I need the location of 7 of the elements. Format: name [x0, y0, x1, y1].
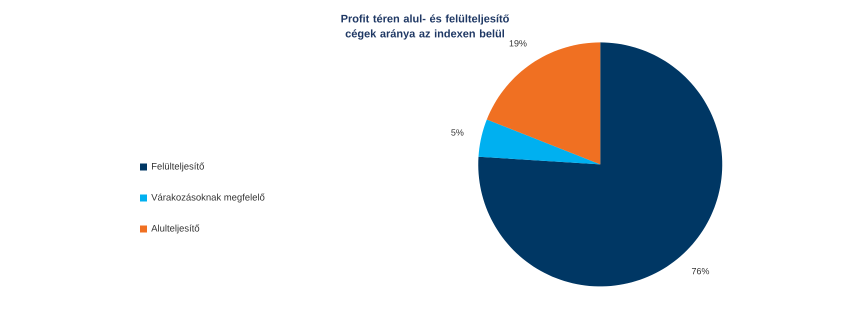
data-label: 5%: [451, 129, 464, 136]
legend-label: Felülteljesítő: [152, 162, 204, 172]
data-label: 19%: [510, 40, 527, 47]
legend-label: Várakozásoknak megfelelő: [151, 194, 264, 202]
chart-title: Profit téren alul- és felülteljesítő cégek aránya az indexen belül: [341, 14, 509, 40]
data-label: 76%: [692, 268, 710, 274]
legend-label: Alulteljesítő: [151, 224, 200, 234]
